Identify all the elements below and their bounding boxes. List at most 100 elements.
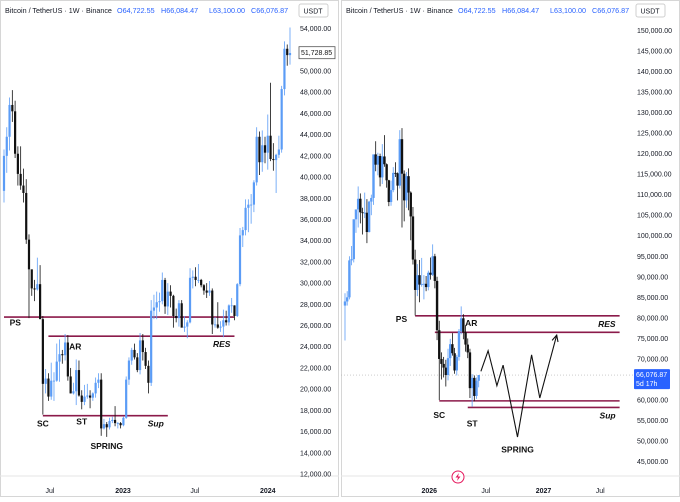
candle-body (86, 395, 89, 397)
currency-label: USDT (640, 9, 660, 16)
candle-body (41, 319, 44, 384)
candle-body (33, 288, 36, 290)
candle-body (16, 153, 19, 174)
candle-body (350, 259, 353, 261)
candle-body (208, 290, 211, 293)
countdown-label: 5d 17h (636, 381, 658, 388)
candle-body (172, 295, 175, 316)
candle-body (261, 145, 264, 163)
chart-panel-2: Bitcoin / TetherUS · 1W · Binance O64,722… (341, 0, 680, 497)
candle-body (194, 276, 197, 280)
ohlc-low: L63,100.00 (550, 6, 586, 15)
candle-body (155, 302, 158, 308)
candle-body (409, 192, 412, 217)
candle-body (11, 104, 14, 112)
candle-body (365, 212, 369, 233)
candle-body (343, 301, 347, 306)
candle-body (138, 340, 142, 371)
candle-body (116, 423, 119, 424)
candle-body (230, 305, 233, 307)
candle-body (275, 154, 278, 161)
candle-body (94, 382, 97, 394)
currency-box (298, 3, 329, 18)
candle-body (396, 173, 399, 186)
candle-body (55, 361, 58, 381)
candle-body (205, 290, 208, 293)
candle-body (376, 156, 380, 165)
candle-body (470, 377, 474, 389)
candle-body (147, 365, 150, 383)
candle-body (429, 272, 432, 275)
candle-body (125, 379, 128, 418)
candle-body (100, 379, 103, 429)
candle-body (405, 176, 408, 201)
candle-body (263, 145, 267, 153)
candle-body (363, 212, 366, 214)
candle-body (250, 204, 253, 206)
annotation-spring: SPRING (501, 444, 534, 454)
candle-body (392, 172, 395, 191)
ohlc-open: O64,722.55 (117, 6, 155, 15)
candle-body (402, 173, 406, 201)
candle-body (227, 305, 231, 323)
candle-body (286, 48, 289, 56)
candle-body (381, 156, 384, 178)
candle-body (163, 279, 167, 307)
y-tick-label: 50,000.00 (637, 439, 668, 446)
y-tick-label: 55,000.00 (637, 418, 668, 425)
candle-body (280, 89, 283, 150)
candle-body (127, 360, 131, 380)
candle-body (241, 230, 244, 236)
candle-body (457, 331, 461, 357)
y-tick-label: 54,000.00 (300, 26, 331, 33)
y-tick-label: 30,000.00 (300, 281, 331, 288)
candle-body (477, 374, 480, 381)
candle-body (122, 417, 125, 426)
candle-body (91, 393, 94, 398)
y-tick-label: 60,000.00 (637, 398, 668, 405)
candle-body (66, 342, 69, 377)
candle-body (345, 297, 349, 302)
candle-body (25, 192, 28, 240)
candle-body (283, 48, 286, 90)
y-tick-label: 24,000.00 (300, 344, 331, 351)
candle-body (424, 283, 428, 288)
candle-body (370, 197, 373, 202)
candle-body (144, 352, 147, 366)
candle-body (158, 301, 161, 303)
symbol-title: Bitcoin / TetherUS · 1W · Binance (5, 6, 112, 15)
candle-body (255, 136, 258, 183)
projection-path (480, 334, 558, 438)
candle-body (216, 324, 219, 328)
candle-body (177, 303, 181, 319)
candle-body (389, 190, 393, 203)
y-tick-label: 90,000.00 (637, 274, 668, 281)
candle-body (444, 367, 448, 375)
candle-body (141, 340, 144, 353)
candle-body (464, 332, 467, 345)
candle-body (413, 259, 417, 290)
level-label-sup2: Sup (600, 410, 616, 420)
candle-body (462, 318, 465, 333)
x-tick-label: 2027 (536, 488, 552, 495)
level-label-sup: Sup (148, 419, 164, 429)
candle-body (361, 212, 364, 214)
candle-body (50, 380, 53, 397)
x-tick-label: 2024 (260, 488, 276, 495)
candle-body (435, 280, 439, 331)
candle-body (442, 363, 445, 368)
y-tick-label: 26,000.00 (300, 323, 331, 330)
candle-body (359, 198, 362, 213)
annotation-ar: AR (465, 318, 477, 328)
candle-body (191, 276, 194, 278)
ohlc-open: O64,722.55 (458, 6, 496, 15)
y-tick-label: 110,000.00 (637, 192, 672, 199)
candle-body (108, 420, 111, 428)
candle-body (372, 154, 375, 198)
candle-body (407, 176, 410, 193)
candle-body (438, 330, 441, 359)
candle-body (453, 353, 456, 371)
candle-body (119, 423, 122, 426)
